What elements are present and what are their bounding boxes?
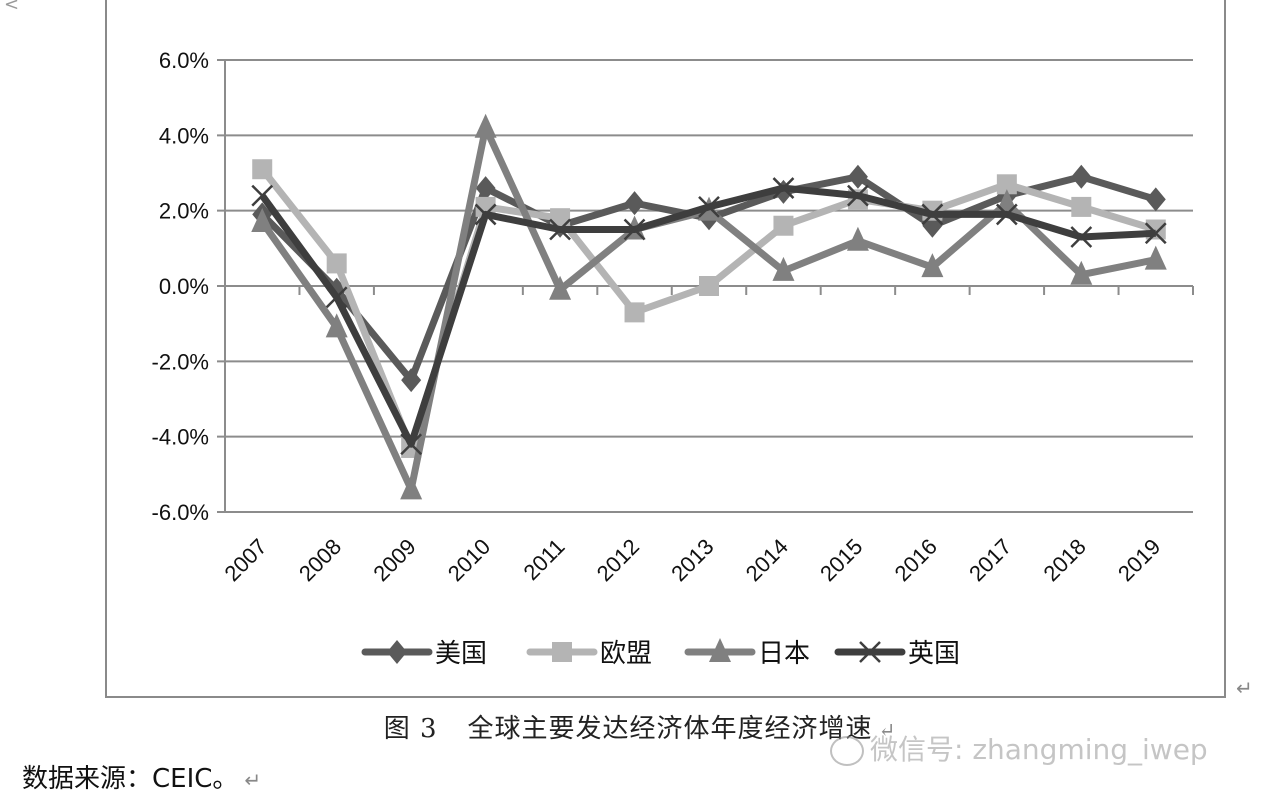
legend-label: 美国 [435, 639, 487, 669]
y-tick-label: 4.0% [159, 123, 209, 148]
y-tick-label: -2.0% [152, 349, 209, 374]
x-tick-label: 2014 [741, 534, 793, 586]
figure-title: 全球主要发达经济体年度经济增速 [467, 714, 873, 744]
x-tick-label: 2015 [815, 534, 867, 586]
x-tick-label: 2011 [518, 534, 569, 585]
paragraph-mark: ↵ [878, 718, 897, 742]
x-tick-label: 2018 [1039, 534, 1091, 586]
y-tick-label: 0.0% [159, 274, 209, 299]
x-tick-label: 2017 [964, 534, 1016, 586]
x-tick-label: 2007 [219, 534, 271, 586]
y-tick-label: -6.0% [152, 500, 209, 525]
x-tick-label: 2019 [1113, 534, 1165, 586]
legend-item: 美国 [361, 639, 487, 669]
data-source-note: 数据来源：CEIC。 ↵ [22, 758, 261, 795]
corner-mark: < [4, 0, 20, 15]
legend-label: 欧盟 [600, 639, 652, 669]
y-tick-label: -4.0% [152, 425, 209, 450]
legend: 美国 欧盟 日本 英国 [361, 638, 960, 669]
x-tick-label: 2013 [666, 534, 718, 586]
legend-item: 欧盟 [526, 639, 652, 669]
watermark: 微信号: zhangming_iwep [830, 728, 1208, 768]
y-tick-label: 2.0% [159, 199, 209, 224]
legend-label: 日本 [758, 639, 810, 669]
legend-item: 日本 [684, 638, 810, 669]
watermark-text: 微信号: zhangming_iwep [870, 733, 1208, 766]
paragraph-mark: ↵ [1236, 676, 1253, 700]
x-tick-label: 2010 [443, 534, 495, 586]
figure-number: 图 3 [383, 714, 438, 744]
series-triangle [251, 113, 1167, 500]
figure-caption: 图 3 全球主要发达经济体年度经济增速 ↵ [0, 708, 1280, 745]
wechat-icon [830, 736, 864, 766]
x-tick-label: 2008 [294, 534, 346, 586]
x-tick-label: 2009 [368, 534, 420, 586]
x-tick-label: 2012 [592, 534, 644, 586]
paragraph-mark: ↵ [244, 768, 262, 792]
chart-frame [105, 0, 1226, 698]
line-chart: 6.0% 4.0% 2.0% 0.0% -2.0% -4.0% -6.0% 2007 2008 2… [152, 48, 1194, 669]
legend-label: 英国 [908, 639, 960, 669]
series-x [251, 177, 1167, 456]
source-text: 数据来源：CEIC。 [22, 764, 239, 794]
x-tick-label: 2016 [890, 534, 942, 586]
legend-item: 英国 [834, 639, 960, 669]
y-tick-label: 6.0% [159, 48, 209, 73]
